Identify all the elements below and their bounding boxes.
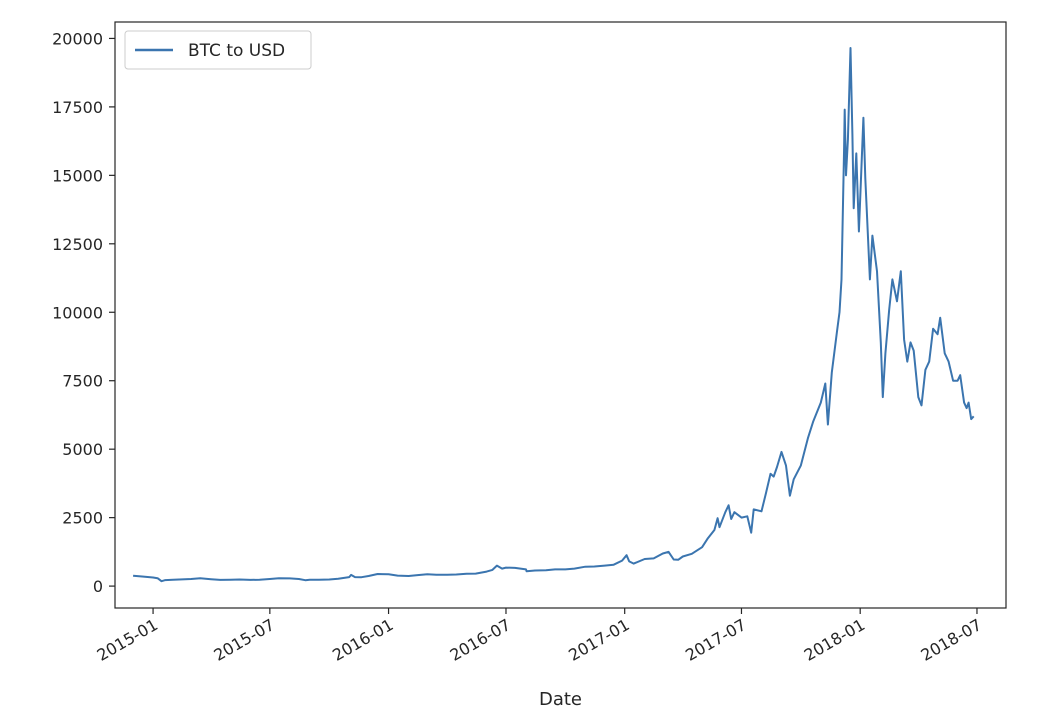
x-tick-label: 2016-01 bbox=[329, 615, 396, 665]
plot-area-frame bbox=[114, 21, 1007, 609]
legend-label-btc-to-usd: BTC to USD bbox=[188, 41, 285, 61]
x-tick-label: 2017-07 bbox=[682, 615, 749, 665]
y-tick-label: 10000 bbox=[52, 303, 103, 322]
x-tick-label: 2015-01 bbox=[94, 615, 161, 665]
legend-box bbox=[124, 30, 312, 70]
y-tick-label: 17500 bbox=[52, 98, 103, 117]
x-tick-label: 2017-01 bbox=[565, 615, 632, 665]
y-tick-label: 5000 bbox=[62, 440, 103, 459]
y-tick-label: 0 bbox=[93, 577, 103, 596]
x-axis-ticks: 2015-01 2015-07 2016-01 2016-07 2017-01 2017-… bbox=[94, 608, 985, 665]
y-tick-label: 2500 bbox=[62, 509, 103, 528]
y-axis-ticks: 0 2500 5000 7500 10000 12500 15000 17500 20000 bbox=[52, 29, 115, 596]
y-tick-label: 7500 bbox=[62, 372, 103, 391]
series-layer bbox=[133, 47, 975, 583]
y-tick-label: 12500 bbox=[52, 235, 103, 254]
x-tick-label: 2016-07 bbox=[447, 615, 514, 665]
series-line-btc-to-usd bbox=[133, 47, 975, 583]
x-tick-label: 2018-07 bbox=[918, 615, 985, 665]
y-tick-label: 20000 bbox=[52, 29, 103, 48]
x-tick-label: 2018-01 bbox=[801, 615, 868, 665]
y-tick-label: 15000 bbox=[52, 166, 103, 185]
legend: BTC to USD bbox=[124, 30, 312, 70]
x-tick-label: 2015-07 bbox=[210, 615, 277, 665]
x-axis-label: Date bbox=[539, 689, 582, 710]
